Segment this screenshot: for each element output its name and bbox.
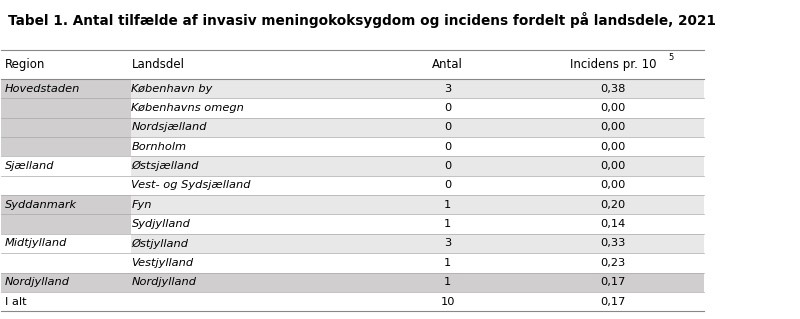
Text: Nordjylland: Nordjylland bbox=[131, 277, 197, 287]
Text: Nordjylland: Nordjylland bbox=[5, 277, 70, 287]
Text: 1: 1 bbox=[444, 219, 451, 229]
Bar bbox=[2, 98, 131, 118]
Text: Fyn: Fyn bbox=[131, 200, 152, 210]
Text: Bornholm: Bornholm bbox=[131, 142, 186, 152]
Text: Nordsjælland: Nordsjælland bbox=[131, 122, 207, 132]
Bar bbox=[2, 292, 131, 311]
Text: I alt: I alt bbox=[5, 297, 26, 307]
Text: 3: 3 bbox=[444, 239, 451, 249]
Text: 0,00: 0,00 bbox=[600, 103, 626, 113]
Bar bbox=[2, 137, 131, 156]
Text: 0,00: 0,00 bbox=[600, 122, 626, 132]
Text: Vestjylland: Vestjylland bbox=[131, 258, 194, 268]
Text: Hovedstaden: Hovedstaden bbox=[5, 84, 80, 93]
Text: 0: 0 bbox=[444, 161, 451, 171]
Bar bbox=[2, 195, 131, 214]
Text: København by: København by bbox=[131, 84, 213, 93]
Bar bbox=[2, 234, 705, 253]
Text: 0,38: 0,38 bbox=[600, 84, 626, 93]
Bar bbox=[2, 50, 705, 79]
Bar bbox=[2, 156, 705, 176]
Bar bbox=[2, 214, 131, 234]
Text: Østjylland: Østjylland bbox=[131, 238, 189, 249]
Bar bbox=[2, 98, 705, 118]
Text: 3: 3 bbox=[444, 84, 451, 93]
Text: Region: Region bbox=[5, 58, 46, 71]
Text: 0,14: 0,14 bbox=[600, 219, 626, 229]
Text: 1: 1 bbox=[444, 277, 451, 287]
Text: 0,00: 0,00 bbox=[600, 180, 626, 190]
Text: 0: 0 bbox=[444, 142, 451, 152]
Text: 0: 0 bbox=[444, 122, 451, 132]
Text: Sjælland: Sjælland bbox=[5, 161, 54, 171]
Bar bbox=[2, 214, 705, 234]
Text: 0: 0 bbox=[444, 180, 451, 190]
Text: Københavns omegn: Københavns omegn bbox=[131, 103, 244, 113]
Text: 0,17: 0,17 bbox=[600, 297, 626, 307]
Bar bbox=[2, 253, 131, 272]
Bar bbox=[2, 79, 705, 98]
Text: Landsdel: Landsdel bbox=[131, 58, 185, 71]
Bar bbox=[2, 79, 131, 98]
Bar bbox=[2, 234, 131, 253]
Text: Incidens pr. 10: Incidens pr. 10 bbox=[570, 58, 656, 71]
Text: 1: 1 bbox=[444, 200, 451, 210]
Bar bbox=[2, 292, 705, 311]
Text: 0,20: 0,20 bbox=[600, 200, 626, 210]
Text: 0: 0 bbox=[444, 103, 451, 113]
Bar bbox=[2, 137, 705, 156]
Bar bbox=[2, 118, 705, 137]
Bar bbox=[2, 156, 131, 176]
Bar bbox=[2, 253, 705, 272]
Bar bbox=[2, 176, 131, 195]
Text: 5: 5 bbox=[669, 53, 674, 62]
Bar bbox=[2, 118, 131, 137]
Text: Sydjylland: Sydjylland bbox=[131, 219, 190, 229]
Bar bbox=[2, 176, 705, 195]
Text: Syddanmark: Syddanmark bbox=[5, 200, 77, 210]
Text: 0,33: 0,33 bbox=[600, 239, 626, 249]
Bar bbox=[2, 195, 705, 214]
Text: 10: 10 bbox=[441, 297, 455, 307]
Text: 0,17: 0,17 bbox=[600, 277, 626, 287]
Text: 0,00: 0,00 bbox=[600, 161, 626, 171]
Text: Tabel 1. Antal tilfælde af invasiv meningokoksygdom og incidens fordelt på lands: Tabel 1. Antal tilfælde af invasiv menin… bbox=[9, 12, 717, 28]
Bar bbox=[2, 272, 131, 292]
Bar bbox=[2, 272, 705, 292]
Text: 0,00: 0,00 bbox=[600, 142, 626, 152]
Text: Midtjylland: Midtjylland bbox=[5, 239, 67, 249]
Text: 1: 1 bbox=[444, 258, 451, 268]
Text: Østsjælland: Østsjælland bbox=[131, 161, 199, 171]
Text: Vest- og Sydsjælland: Vest- og Sydsjælland bbox=[131, 180, 251, 190]
Text: 0,23: 0,23 bbox=[600, 258, 626, 268]
Text: Antal: Antal bbox=[432, 58, 463, 71]
